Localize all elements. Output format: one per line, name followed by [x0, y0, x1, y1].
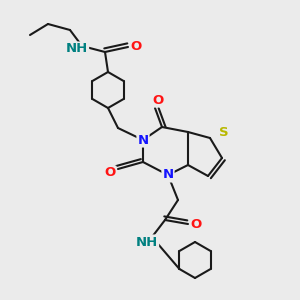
Text: O: O	[152, 94, 164, 106]
Text: O: O	[130, 40, 142, 53]
Text: NH: NH	[136, 236, 158, 248]
Text: N: N	[162, 169, 174, 182]
Text: O: O	[190, 218, 202, 230]
Text: S: S	[219, 127, 229, 140]
Text: NH: NH	[66, 43, 88, 56]
Text: O: O	[104, 167, 116, 179]
Text: N: N	[137, 134, 148, 146]
